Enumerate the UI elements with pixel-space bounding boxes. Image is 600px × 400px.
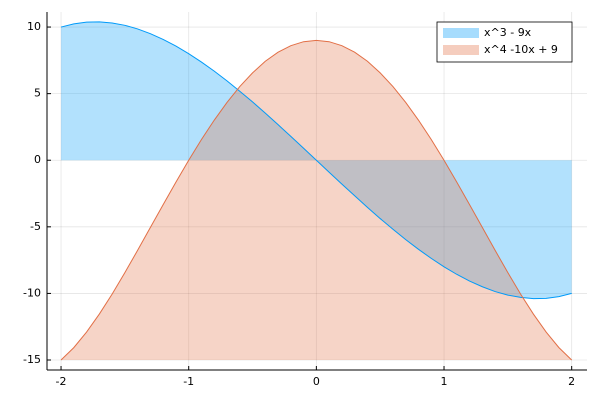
x-tick-label: -1 [183,375,194,388]
y-tick-label: -10 [23,286,41,299]
legend-label: x^4 -10x + 9 [484,43,558,56]
y-tick-label: 0 [34,153,41,166]
legend: x^3 - 9x x^4 -10x + 9 [436,21,573,63]
legend-box [436,21,573,63]
legend-swatch [443,45,479,55]
legend-swatch [443,28,479,38]
y-tick-label: -15 [23,353,41,366]
x-tick-label: 1 [441,375,448,388]
line [60,21,572,300]
area [61,40,572,361]
x-tick-label: 0 [313,375,320,388]
line [60,39,573,361]
y-tick-label: -5 [30,220,41,233]
x-tick-label: 2 [568,375,575,388]
legend-label: x^3 - 9x [484,26,532,39]
x-tick-label: -2 [56,375,67,388]
y-tick-label: 10 [27,20,41,33]
y-tick-label: 5 [34,87,41,100]
